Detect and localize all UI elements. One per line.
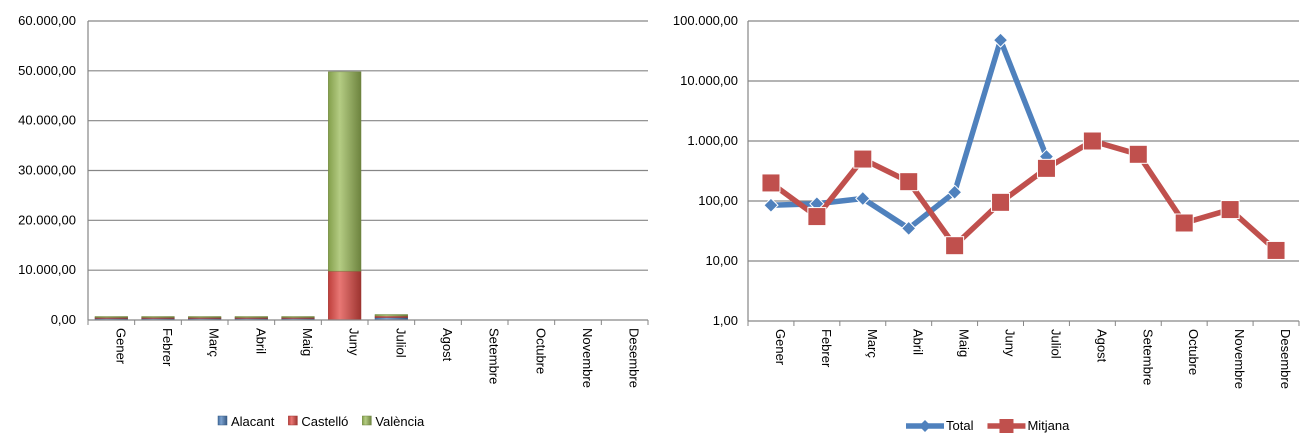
x-tick-label: Agost [440,328,455,362]
legend-marker [919,420,931,432]
x-tick-label: Gener [113,328,128,365]
legend-item-total: Total [906,418,974,433]
marker-mitjana-juliol [1036,158,1056,178]
marker-mitjana-febrer [807,207,827,227]
marker-mitjana-maig [945,236,965,256]
legend-item-alacant: Alacant [217,414,275,429]
legend-swatch [288,415,298,426]
y-tick-label: 40.000,00 [18,113,76,128]
x-tick-label: Juny [1003,329,1018,357]
y-tick-label: 1,00 [713,313,738,328]
stacked-bar-chart: 0,00 10.000,00 20.000,00 30.000,00 40.000,00… [0,0,650,435]
bar-valencia-abril [234,316,268,318]
legend-label: València [375,414,425,429]
y-tick-label: 0,00 [51,312,76,327]
x-tick-label: Maig [300,328,315,356]
legend-item-valencia: València [362,414,425,429]
bar-castello-juny [328,270,362,321]
legend-label: Castelló [301,414,348,429]
x-tick-label: Setembre [1140,329,1155,385]
marker-total-gener [763,197,779,213]
x-tick-label: Novembre [580,328,595,388]
y-tick-label: 1.000,00 [687,133,738,148]
x-tick-label: Març [865,329,880,358]
legend-swatch [362,415,372,426]
x-tick-label: Juny [347,328,362,356]
x-tick-label: Juliol [1048,329,1063,359]
x-tick-label: Setembre [487,328,502,384]
marker-mitjana-agost [1082,131,1102,151]
y-tick-label: 50.000,00 [18,63,76,78]
marker-total-maig [946,184,963,200]
x-tick-label: Octubre [1186,329,1201,375]
y-tick-label: 30.000,00 [18,163,76,178]
marker-mitjana-gener [761,173,781,193]
marker-mitjana-juny [991,192,1011,212]
y-tick-label: 20.000,00 [18,212,76,227]
bar-valencia-juliol [374,314,408,317]
marker-mitjana-novembre [1220,200,1240,220]
legend-item-mitjana: Mitjana [987,418,1070,433]
stacked-bar-chart-svg: 0,00 10.000,00 20.000,00 30.000,00 40.000,00… [18,13,649,429]
legend-item-castello: Castelló [288,414,348,429]
marker-mitjana-octubre [1174,213,1194,233]
y-tick-label: 10.000,00 [18,262,76,277]
marker-mitjana-setembre [1128,144,1148,164]
x-tick-label: Gener [773,329,788,366]
marker-mitjana-desembre [1266,240,1286,260]
x-tick-label: Juliol [393,328,408,358]
x-tick-label: Novembre [1232,329,1247,389]
x-tick-label: Agost [1094,329,1109,363]
x-tick-label: Desembre [627,328,642,388]
y-tick-label: 60.000,00 [18,13,76,28]
bar-valencia-maig [281,316,315,318]
y-tick-label: 10.000,00 [680,73,738,88]
marker-mitjana-abril [899,172,919,192]
marker-mitjana-marc [853,149,873,169]
log-line-chart-svg: 1,00 10,00 100,00 1.000,00 10.000,00 100.000,… [673,13,1300,433]
x-tick-label: Febrer [160,328,175,367]
y-tick-label: 100,00 [698,193,738,208]
marker-total-juny [992,32,1009,48]
legend-swatch [217,415,228,426]
bar-valencia-marc [188,316,222,318]
x-tick-label: Abril [253,328,268,354]
marker-total-marc [855,190,871,207]
x-tick-label: Març [207,328,222,357]
log-line-chart: 1,00 10,00 100,00 1.000,00 10.000,00 100.000,… [650,0,1301,435]
marker-total-abril [901,220,917,237]
x-tick-label: Febrer [819,329,834,368]
y-tick-label: 100.000,00 [673,13,738,28]
bar-valencia-febrer [141,316,175,318]
x-tick-label: Desembre [1278,329,1293,389]
legend-label: Total [946,418,974,433]
bar-valencia-juny [328,71,362,272]
bar-valencia-gener [94,316,128,318]
x-tick-label: Abril [911,329,926,355]
x-tick-label: Maig [957,329,972,357]
y-tick-label: 10,00 [705,253,738,268]
legend-marker [999,419,1014,433]
legend-label: Mitjana [1027,418,1070,433]
x-tick-label: Octubre [533,328,548,374]
legend-label: Alacant [231,414,275,429]
line-mitjana [768,138,1279,254]
